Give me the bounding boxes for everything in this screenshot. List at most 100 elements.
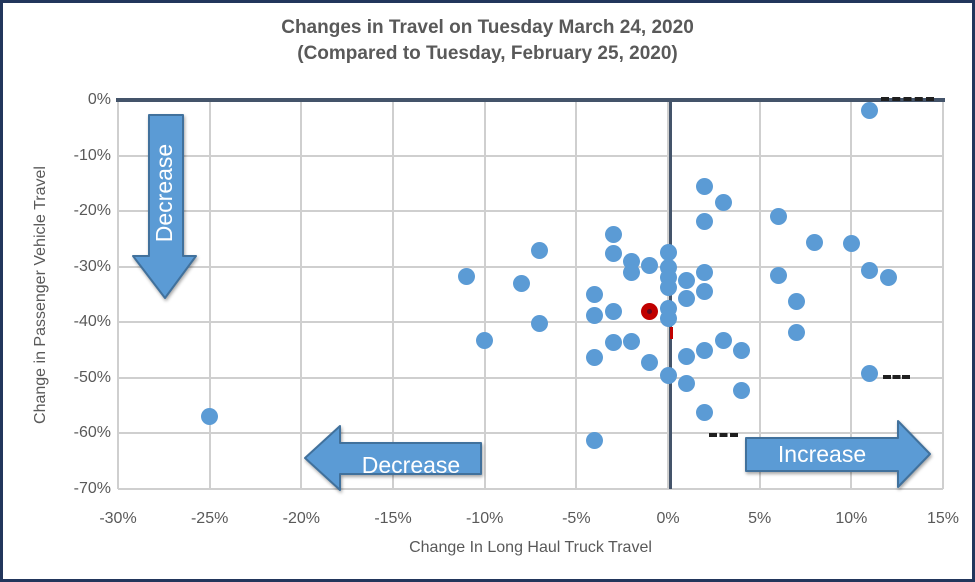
x-tick-label: -5% xyxy=(562,510,591,527)
gridline-vertical xyxy=(392,100,394,489)
chart-title-line1: Changes in Travel on Tuesday March 24, 2… xyxy=(281,17,694,38)
data-point xyxy=(622,333,640,351)
data-point xyxy=(531,241,549,259)
data-point xyxy=(641,354,659,372)
y-tick-label: -20% xyxy=(73,202,111,220)
y-tick-label: -40% xyxy=(73,313,111,331)
data-point xyxy=(714,331,732,349)
data-point xyxy=(879,269,897,287)
data-point xyxy=(531,315,549,333)
x-tick-label: 5% xyxy=(748,510,772,527)
gridline-horizontal xyxy=(118,432,943,435)
data-point xyxy=(641,256,659,274)
y-tick-label: -70% xyxy=(73,480,111,497)
data-point xyxy=(604,225,622,243)
data-point xyxy=(586,432,604,450)
data-point xyxy=(586,286,604,303)
chart-title: Changes in Travel on Tuesday March 24, 2… xyxy=(3,15,972,67)
chart-title-line2: (Compared to Tuesday, February 25, 2020) xyxy=(297,43,678,64)
data-point xyxy=(677,290,695,308)
increase-right-arrow: Increase xyxy=(745,420,931,488)
data-point xyxy=(604,334,622,352)
data-point xyxy=(696,178,714,196)
data-point xyxy=(842,235,860,253)
x-tick-label: -25% xyxy=(190,510,229,527)
y-axis-title: Change in Passenger Vehicle Travel xyxy=(32,166,49,424)
data-point xyxy=(769,207,787,225)
data-point xyxy=(604,245,622,263)
data-point xyxy=(806,234,824,252)
x-tick-label: -10% xyxy=(465,510,504,527)
gridline-vertical xyxy=(208,100,211,489)
data-point xyxy=(861,365,879,383)
decrease-left-arrow-shape xyxy=(304,425,482,491)
data-point xyxy=(659,309,677,327)
data-point xyxy=(696,283,714,301)
gridline-horizontal xyxy=(118,321,943,324)
gridline-horizontal xyxy=(118,488,943,490)
gridline-vertical xyxy=(850,100,853,489)
data-point xyxy=(512,274,530,292)
decrease-down-arrow: Decrease xyxy=(132,114,197,299)
zero-line-horizontal xyxy=(116,98,945,102)
y-tick-label: -30% xyxy=(73,257,111,275)
red-tick-annotation xyxy=(669,326,673,339)
data-point xyxy=(201,408,219,426)
data-point xyxy=(604,302,622,320)
data-point xyxy=(677,272,695,290)
dashed-annotation xyxy=(880,96,934,101)
decrease-down-arrow-shape xyxy=(132,114,197,299)
dashed-annotation xyxy=(709,432,738,437)
data-point xyxy=(769,266,787,284)
data-point xyxy=(622,263,640,281)
data-point xyxy=(732,341,750,359)
data-point xyxy=(696,212,714,230)
data-point xyxy=(787,324,805,342)
data-point xyxy=(659,279,677,297)
data-point xyxy=(714,194,732,212)
gridline-horizontal xyxy=(118,376,943,379)
data-point xyxy=(586,349,604,367)
y-tick-label: -60% xyxy=(73,424,111,442)
gridline-vertical xyxy=(117,100,119,489)
y-tick-label: -50% xyxy=(73,368,111,386)
data-point xyxy=(476,331,494,349)
x-tick-label: -30% xyxy=(99,510,137,527)
data-point xyxy=(677,347,695,365)
data-point xyxy=(696,404,714,422)
y-tick-label: -10% xyxy=(73,146,111,164)
gridline-vertical xyxy=(942,100,944,489)
data-point xyxy=(696,341,714,359)
gridline-vertical xyxy=(758,100,761,489)
x-tick-label: 0% xyxy=(656,510,680,527)
x-tick-label: -20% xyxy=(282,510,320,527)
y-tick-label: 0% xyxy=(87,91,111,108)
data-point xyxy=(659,244,677,262)
decrease-left-arrow-label: Decrease xyxy=(362,452,460,478)
increase-right-arrow-shape xyxy=(745,420,931,488)
increase-right-arrow-label: Increase xyxy=(778,441,866,467)
gridline-horizontal xyxy=(118,265,943,268)
decrease-left-arrow: Decrease xyxy=(304,425,482,491)
x-axis-title: Change In Long Haul Truck Travel xyxy=(409,539,652,556)
data-point xyxy=(677,375,695,393)
x-tick-label: 10% xyxy=(835,510,868,527)
plot-area: -30% -25% -20% -15% -10% -5% 0% 5% 10% 15% 0% -10% -… xyxy=(3,3,972,579)
data-point xyxy=(659,366,677,384)
data-point-highlighted xyxy=(641,302,659,320)
x-tick-label: -15% xyxy=(374,510,412,527)
data-point xyxy=(732,382,750,400)
gridline-vertical xyxy=(300,100,303,489)
data-point xyxy=(787,292,805,310)
gridline-vertical xyxy=(483,100,486,489)
gridline-vertical xyxy=(575,100,578,489)
gridline-horizontal xyxy=(118,210,943,213)
gridline-horizontal xyxy=(118,154,943,157)
data-point xyxy=(861,261,879,279)
data-point xyxy=(457,267,475,285)
data-point xyxy=(696,263,714,281)
data-point xyxy=(861,101,879,119)
data-point xyxy=(586,307,604,325)
dashed-annotation xyxy=(882,374,910,379)
